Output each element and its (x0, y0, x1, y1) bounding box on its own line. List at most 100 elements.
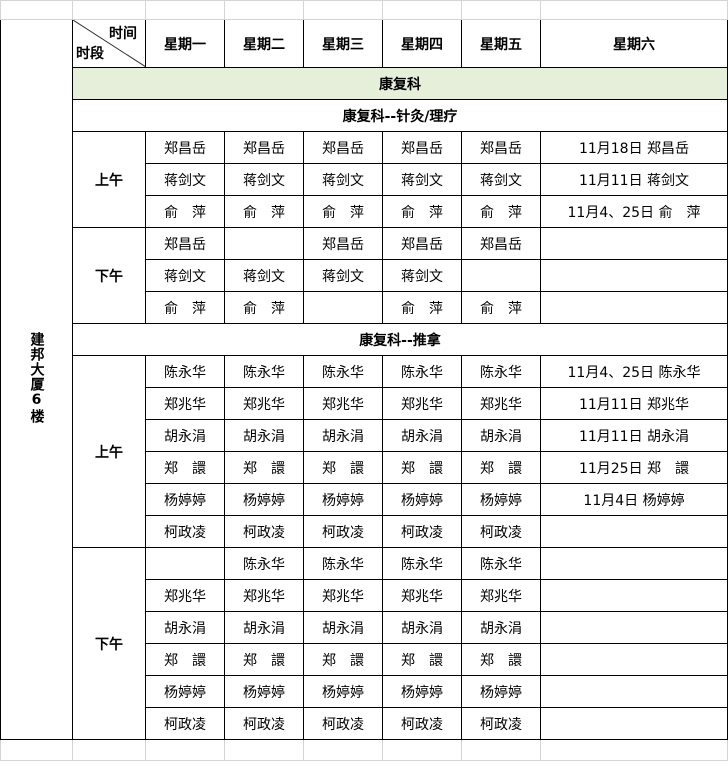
schedule-cell[interactable] (540, 675, 728, 708)
schedule-cell[interactable]: 俞 萍 (145, 195, 225, 228)
schedule-cell[interactable]: 杨婷婷 (303, 675, 383, 708)
schedule-cell[interactable]: 杨婷婷 (382, 675, 462, 708)
cell[interactable] (0, 739, 73, 761)
schedule-cell[interactable]: 胡永涓 (303, 611, 383, 644)
schedule-cell[interactable]: 11月25日 郑 譞 (540, 451, 728, 484)
schedule-cell[interactable] (540, 707, 728, 740)
schedule-cell[interactable]: 杨婷婷 (382, 483, 462, 516)
schedule-cell[interactable] (303, 291, 383, 324)
schedule-cell[interactable]: 胡永涓 (382, 611, 462, 644)
cell[interactable] (72, 0, 146, 20)
schedule-cell[interactable]: 11月11日 郑兆华 (540, 387, 728, 420)
schedule-cell[interactable]: 郑昌岳 (145, 227, 225, 260)
schedule-cell[interactable]: 11月4、25日 陈永华 (540, 355, 728, 388)
schedule-cell[interactable]: 俞 萍 (145, 291, 225, 324)
schedule-cell[interactable]: 郑昌岳 (382, 131, 462, 164)
schedule-cell[interactable]: 11月18日 郑昌岳 (540, 131, 728, 164)
schedule-cell[interactable]: 杨婷婷 (461, 675, 541, 708)
schedule-cell[interactable] (540, 643, 728, 676)
schedule-cell[interactable] (224, 227, 304, 260)
schedule-cell[interactable]: 柯政凌 (224, 515, 304, 548)
schedule-cell[interactable]: 胡永涓 (224, 419, 304, 452)
schedule-cell[interactable]: 胡永涓 (461, 611, 541, 644)
schedule-cell[interactable]: 郑 譞 (382, 451, 462, 484)
schedule-cell[interactable]: 郑 譞 (145, 451, 225, 484)
period-label[interactable]: 下午 (72, 227, 146, 324)
schedule-cell[interactable]: 蒋剑文 (145, 259, 225, 292)
schedule-cell[interactable]: 蒋剑文 (382, 259, 462, 292)
building-cell[interactable]: 建邦大厦6楼 (0, 19, 73, 740)
day-header-tue[interactable]: 星期二 (224, 19, 304, 68)
department-title[interactable]: 康复科 (72, 67, 728, 100)
schedule-cell[interactable]: 郑昌岳 (461, 131, 541, 164)
schedule-cell[interactable]: 杨婷婷 (461, 483, 541, 516)
schedule-cell[interactable]: 陈永华 (303, 355, 383, 388)
cell[interactable] (145, 739, 225, 761)
schedule-cell[interactable]: 郑兆华 (461, 579, 541, 612)
schedule-cell[interactable]: 胡永涓 (382, 419, 462, 452)
schedule-cell[interactable]: 郑昌岳 (145, 131, 225, 164)
cell[interactable] (461, 739, 541, 761)
schedule-cell[interactable]: 俞 萍 (461, 195, 541, 228)
cell[interactable] (224, 739, 304, 761)
schedule-cell[interactable] (540, 259, 728, 292)
schedule-cell[interactable]: 蒋剑文 (224, 163, 304, 196)
corner-cell[interactable]: 时间 时段 (72, 19, 146, 68)
schedule-cell[interactable]: 郑兆华 (382, 579, 462, 612)
schedule-cell[interactable]: 郑 譞 (224, 643, 304, 676)
schedule-cell[interactable]: 俞 萍 (461, 291, 541, 324)
schedule-cell[interactable]: 俞 萍 (382, 195, 462, 228)
schedule-cell[interactable] (540, 579, 728, 612)
schedule-cell[interactable]: 郑兆华 (382, 387, 462, 420)
cell[interactable] (72, 739, 146, 761)
schedule-cell[interactable]: 柯政凌 (145, 707, 225, 740)
schedule-cell[interactable]: 陈永华 (461, 355, 541, 388)
schedule-cell[interactable]: 陈永华 (303, 547, 383, 580)
schedule-cell[interactable]: 杨婷婷 (145, 483, 225, 516)
schedule-cell[interactable]: 陈永华 (461, 547, 541, 580)
schedule-cell[interactable]: 蒋剑文 (145, 163, 225, 196)
schedule-cell[interactable]: 俞 萍 (224, 195, 304, 228)
section-title[interactable]: 康复科--推拿 (72, 323, 728, 356)
schedule-cell[interactable]: 陈永华 (145, 355, 225, 388)
schedule-cell[interactable] (540, 547, 728, 580)
schedule-cell[interactable]: 柯政凌 (303, 515, 383, 548)
cell[interactable] (382, 739, 462, 761)
cell[interactable] (540, 0, 728, 20)
schedule-cell[interactable] (145, 547, 225, 580)
schedule-cell[interactable]: 郑兆华 (461, 387, 541, 420)
section-title[interactable]: 康复科--针灸/理疗 (72, 99, 728, 132)
schedule-cell[interactable]: 蒋剑文 (303, 163, 383, 196)
schedule-cell[interactable]: 杨婷婷 (224, 675, 304, 708)
schedule-cell[interactable]: 郑昌岳 (461, 227, 541, 260)
schedule-cell[interactable]: 郑 譞 (461, 451, 541, 484)
schedule-cell[interactable]: 胡永涓 (461, 419, 541, 452)
cell[interactable] (145, 0, 225, 20)
cell[interactable] (303, 0, 383, 20)
cell[interactable] (382, 0, 462, 20)
day-header-wed[interactable]: 星期三 (303, 19, 383, 68)
schedule-cell[interactable]: 郑兆华 (224, 579, 304, 612)
schedule-cell[interactable]: 郑 譞 (382, 643, 462, 676)
schedule-cell[interactable]: 蒋剑文 (224, 259, 304, 292)
schedule-cell[interactable]: 俞 萍 (382, 291, 462, 324)
schedule-cell[interactable] (461, 259, 541, 292)
schedule-cell[interactable]: 蒋剑文 (461, 163, 541, 196)
schedule-cell[interactable]: 郑昌岳 (382, 227, 462, 260)
schedule-cell[interactable]: 柯政凌 (382, 707, 462, 740)
schedule-cell[interactable]: 郑兆华 (303, 387, 383, 420)
schedule-cell[interactable]: 郑 譞 (145, 643, 225, 676)
schedule-cell[interactable]: 郑兆华 (224, 387, 304, 420)
day-header-mon[interactable]: 星期一 (145, 19, 225, 68)
schedule-cell[interactable]: 柯政凌 (145, 515, 225, 548)
schedule-cell[interactable]: 柯政凌 (461, 515, 541, 548)
schedule-cell[interactable]: 杨婷婷 (224, 483, 304, 516)
schedule-cell[interactable]: 郑 譞 (224, 451, 304, 484)
schedule-cell[interactable]: 11月11日 胡永涓 (540, 419, 728, 452)
schedule-cell[interactable]: 俞 萍 (224, 291, 304, 324)
schedule-cell[interactable]: 杨婷婷 (303, 483, 383, 516)
day-header-sat[interactable]: 星期六 (540, 19, 728, 68)
schedule-cell[interactable]: 陈永华 (382, 355, 462, 388)
schedule-cell[interactable]: 郑昌岳 (303, 131, 383, 164)
cell[interactable] (540, 739, 728, 761)
